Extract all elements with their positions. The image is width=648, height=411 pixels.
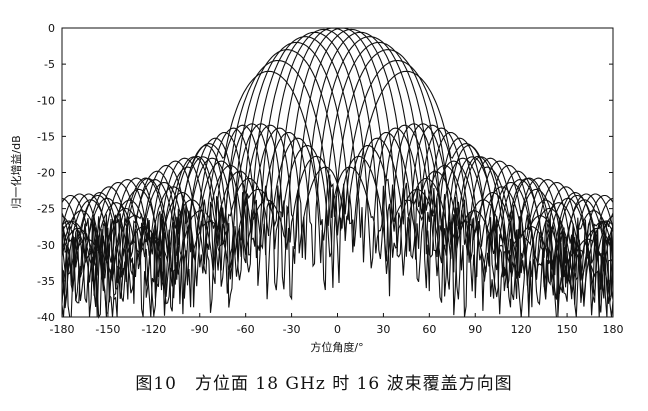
y-tick-label: 0: [48, 22, 55, 35]
y-axis: 0 -5 -10 -15 -20 -25 -30 -35 -40: [37, 22, 613, 324]
x-tick-label: -180: [50, 323, 75, 336]
x-tick-label: -150: [95, 323, 120, 336]
x-tick-label: 150: [557, 323, 578, 336]
x-tick-label: 30: [376, 323, 390, 336]
y-tick-label: -30: [37, 239, 55, 252]
x-axis-title: 方位角度/°: [310, 340, 363, 354]
beam-pattern-line: [61, 70, 614, 315]
y-tick-label: -10: [37, 94, 55, 107]
x-tick-label: -60: [237, 323, 255, 336]
y-tick-label: -25: [37, 203, 55, 216]
y-tick-label: -35: [37, 275, 55, 288]
x-tick-label: -90: [191, 323, 209, 336]
x-axis: -180 -150 -120 -90 -60 -30 0 30 60 90 120 150 180: [50, 313, 624, 336]
x-tick-label: 60: [422, 323, 436, 336]
x-tick-label: 0: [334, 323, 341, 336]
x-tick-label: 120: [511, 323, 532, 336]
y-axis-title: 归一化增益/dB: [9, 135, 23, 208]
x-tick-label: 90: [468, 323, 482, 336]
beam-pattern-line: [61, 59, 614, 318]
y-tick-label: -20: [37, 167, 55, 180]
x-tick-label: 180: [603, 323, 624, 336]
y-tick-label: -15: [37, 130, 55, 143]
y-tick-label: -5: [44, 58, 55, 71]
beam-pattern-line: [61, 41, 614, 318]
x-tick-label: -120: [141, 323, 166, 336]
figure-caption: 图10 方位面 18 GHz 时 16 波束覆盖方向图: [135, 374, 513, 394]
y-tick-label: -40: [37, 311, 55, 324]
x-tick-label: -30: [283, 323, 301, 336]
beam-pattern-chart: -180 -150 -120 -90 -60 -30 0 30 60 90 120 150 180 0-…: [9, 22, 624, 354]
